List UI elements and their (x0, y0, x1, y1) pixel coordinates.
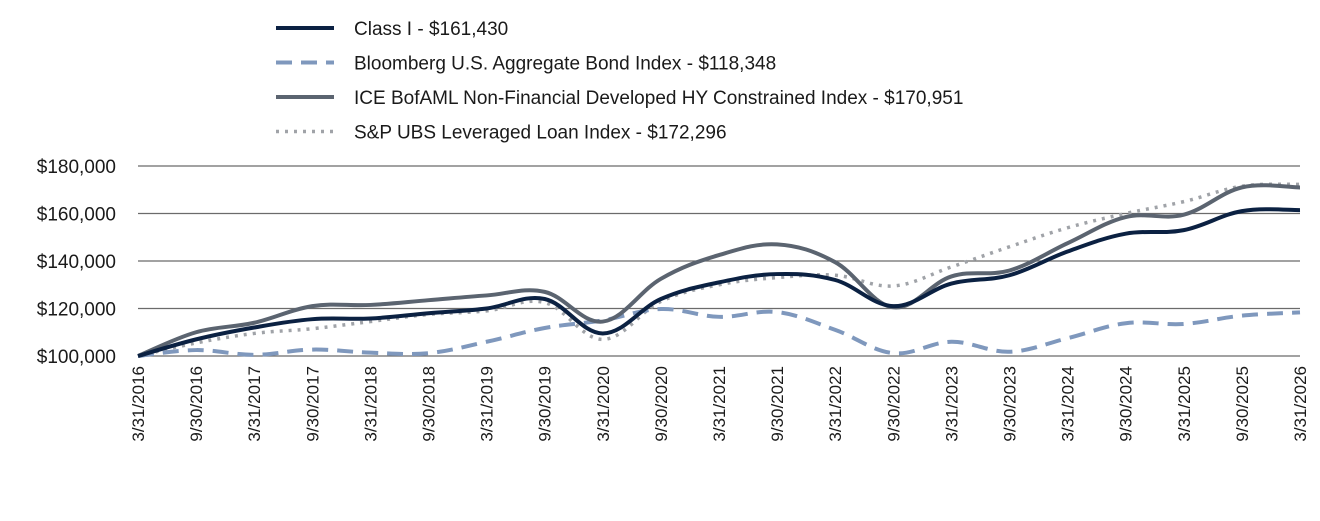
x-tick-label: 3/31/2020 (594, 366, 613, 442)
x-tick-label: 3/31/2017 (245, 366, 264, 442)
x-tick-label: 3/31/2023 (942, 366, 961, 442)
x-tick-label: 3/31/2021 (710, 366, 729, 442)
y-tick-label: $160,000 (37, 205, 116, 226)
x-tick-label: 3/31/2022 (826, 366, 845, 442)
x-tick-label: 9/30/2022 (884, 366, 903, 442)
legend-label-ice-bofaml-hy: ICE BofAML Non-Financial Developed HY Co… (354, 88, 963, 109)
gridlines (138, 165, 1300, 357)
x-tick-label: 3/31/2016 (129, 366, 148, 442)
series-line-sp-ubs-leveraged-loan (137, 182, 1301, 358)
x-tick-label: 9/30/2025 (1233, 366, 1252, 442)
x-tick-label: 9/30/2017 (303, 366, 322, 442)
x-tick-label: 9/30/2024 (1117, 366, 1136, 442)
legend-label-class-i: Class I - $161,430 (354, 19, 508, 40)
series-lines (137, 182, 1301, 358)
x-axis-ticks: 3/31/2016 9/30/2016 3/31/2017 9/30/2017 3/31… (129, 366, 1310, 442)
x-tick-label: 3/31/2019 (478, 366, 497, 442)
y-tick-label: $140,000 (37, 252, 116, 273)
series-line-class-i (137, 207, 1301, 358)
y-tick-label: $180,000 (37, 157, 116, 178)
x-tick-label: 9/30/2016 (187, 366, 206, 442)
y-tick-label: $100,000 (37, 347, 116, 368)
series-line-bloomberg-aggregate (137, 306, 1301, 358)
x-tick-label: 9/30/2020 (652, 366, 671, 442)
x-tick-label: 3/31/2018 (361, 366, 380, 442)
x-tick-label: 3/31/2025 (1175, 366, 1194, 442)
y-tick-label: $120,000 (37, 300, 116, 321)
series-line-ice-bofaml-hy (137, 183, 1301, 358)
x-tick-label: 9/30/2018 (420, 366, 439, 442)
x-tick-label: 3/31/2026 (1291, 366, 1310, 442)
legend-label-sp-ubs-leveraged-loan: S&P UBS Leveraged Loan Index - $172,296 (354, 123, 727, 144)
legend: Class I - $161,430 Bloomberg U.S. Aggrega… (276, 19, 963, 144)
x-tick-label: 3/31/2024 (1059, 366, 1078, 442)
legend-label-bloomberg-aggregate: Bloomberg U.S. Aggregate Bond Index - $1… (354, 54, 776, 75)
x-tick-label: 9/30/2021 (768, 366, 787, 442)
y-axis-ticks: $100,000 $120,000 $140,000 $160,000 $180,000 (37, 157, 116, 368)
x-tick-label: 9/30/2023 (1001, 366, 1020, 442)
x-tick-label: 9/30/2019 (536, 366, 555, 442)
